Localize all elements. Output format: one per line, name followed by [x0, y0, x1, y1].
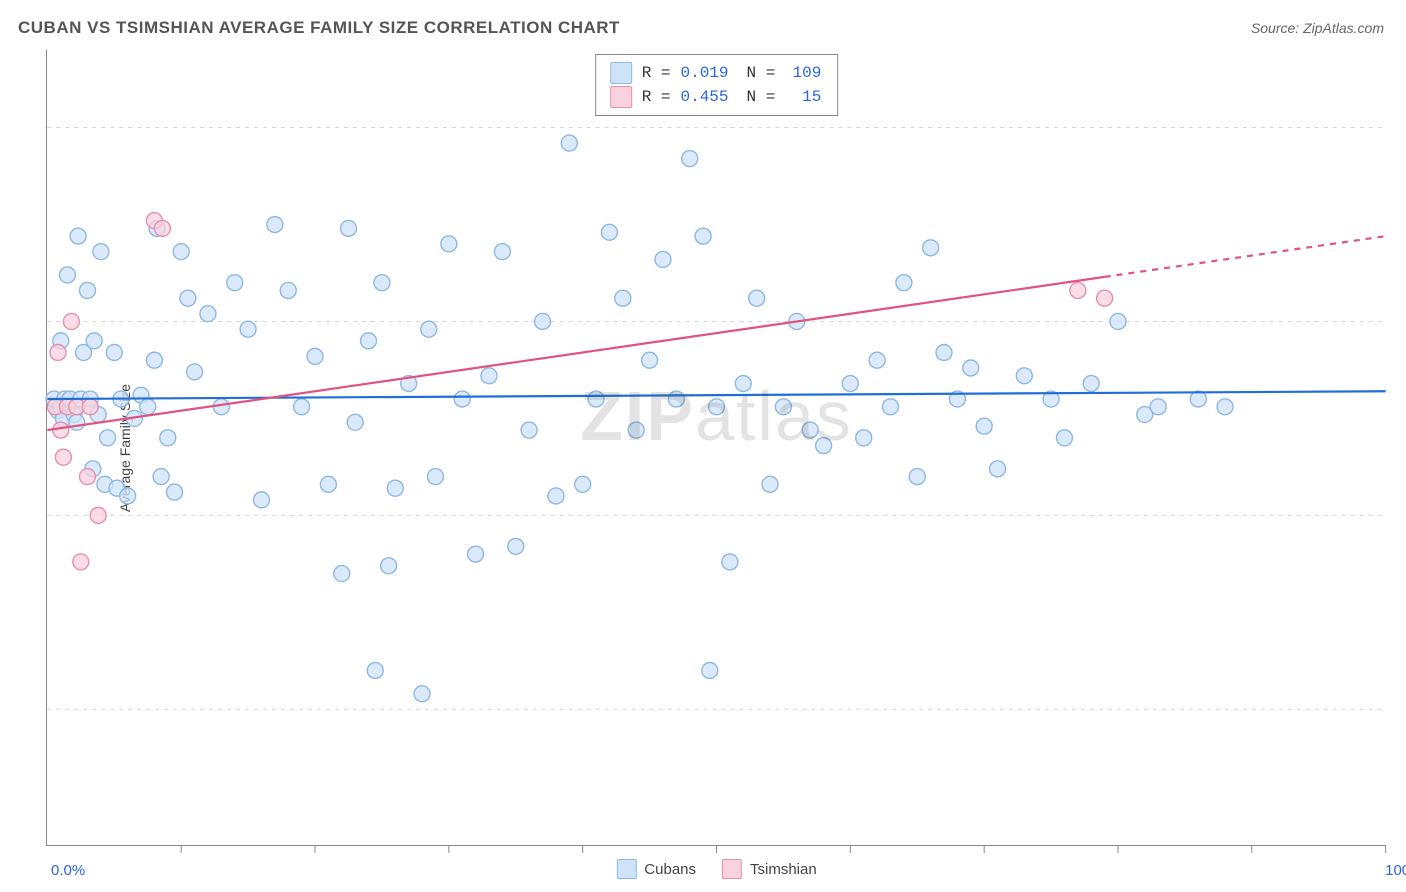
x-axis-label-min: 0.0%: [51, 862, 85, 879]
chart-title: CUBAN VS TSIMSHIAN AVERAGE FAMILY SIZE C…: [18, 18, 620, 38]
stats-n-label: N =: [747, 61, 776, 85]
legend-swatch: [610, 62, 632, 84]
chart-source: Source: ZipAtlas.com: [1251, 20, 1384, 36]
stats-r-value: 0.455: [681, 85, 737, 109]
stats-r-label: R =: [642, 85, 671, 109]
legend-item: Cubans: [616, 859, 696, 879]
stats-r-value: 0.019: [681, 61, 737, 85]
stats-r-label: R =: [642, 61, 671, 85]
stats-n-label: N =: [747, 85, 776, 109]
legend-label: Tsimshian: [750, 861, 817, 878]
stats-legend-box: R = 0.019 N = 109 R = 0.455 N = 15: [595, 54, 839, 116]
scatter-svg: [47, 50, 1386, 845]
plot-area: Average Family Size ZIPatlas R =0.019N =…: [46, 50, 1386, 846]
stats-row: R = 0.455 N = 15: [610, 85, 822, 109]
series-legend: Cubans Tsimshian: [616, 859, 816, 879]
chart-container: CUBAN VS TSIMSHIAN AVERAGE FAMILY SIZE C…: [0, 0, 1406, 892]
stats-row: R = 0.019 N = 109: [610, 61, 822, 85]
legend-item: Tsimshian: [722, 859, 817, 879]
x-axis-label-max: 100.0%: [1385, 862, 1406, 879]
legend-swatch: [616, 859, 636, 879]
legend-swatch: [610, 86, 632, 108]
legend-swatch: [722, 859, 742, 879]
stats-n-value: 15: [785, 85, 821, 109]
stats-n-value: 109: [785, 61, 821, 85]
legend-label: Cubans: [644, 861, 696, 878]
